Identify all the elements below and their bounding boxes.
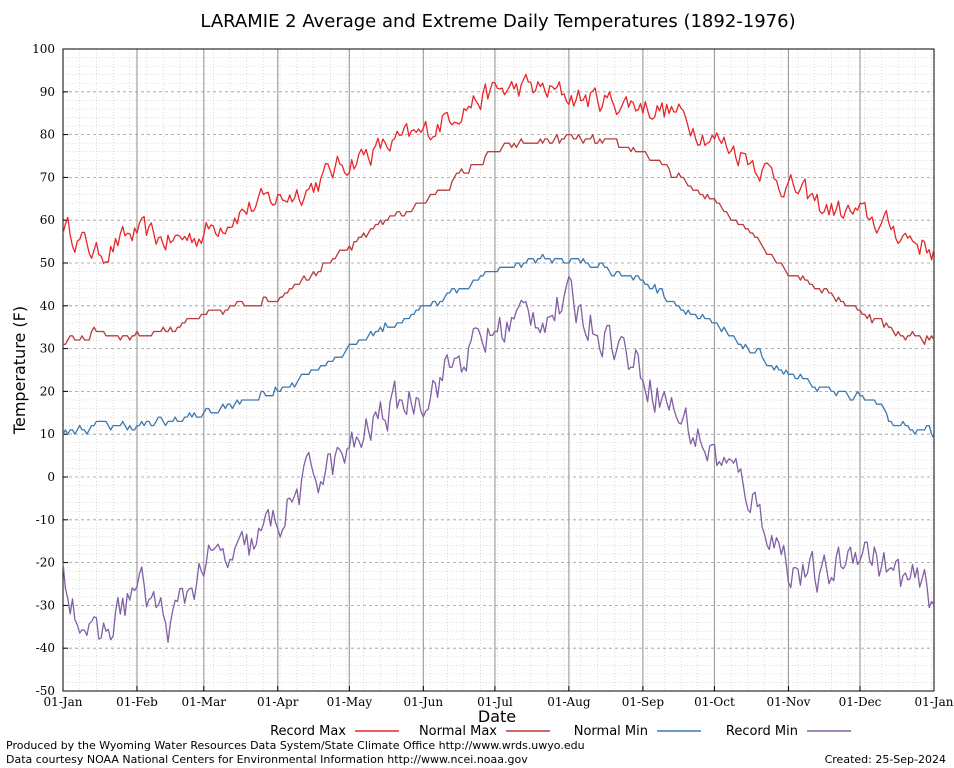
y-tick-label: -40 — [36, 641, 55, 655]
legend: Record Max Normal Max Normal Min Record … — [270, 724, 851, 739]
legend-label-normal-max: Normal Max — [419, 724, 497, 739]
x-axis-label: Date — [478, 707, 516, 726]
y-tick-label: 40 — [40, 299, 55, 313]
x-tick-label: 01-Jan — [43, 695, 82, 709]
series-line-record-max — [62, 73, 935, 265]
legend-label-normal-min: Normal Min — [574, 724, 648, 739]
plot-frame — [62, 48, 935, 692]
series-line-normal-min — [62, 253, 935, 439]
y-tick-label: 20 — [40, 384, 55, 398]
y-tick-label: -10 — [36, 513, 55, 527]
y-tick-label: 30 — [40, 342, 55, 356]
x-tick-label: 01-Apr — [257, 695, 299, 709]
y-tick-label: 90 — [40, 85, 55, 99]
x-tick-label: 01-Jan — [914, 695, 953, 709]
x-tick-label: 01-Jun — [404, 695, 444, 709]
series-line-record-min — [62, 275, 935, 643]
y-tick-label: 60 — [40, 213, 55, 227]
x-tick-label: 01-Aug — [547, 695, 591, 709]
y-tick-label: 80 — [40, 128, 55, 142]
x-tick-label: 01-Sep — [622, 695, 665, 709]
y-axis-label: Temperature (F) — [10, 306, 29, 435]
series-layer — [62, 73, 935, 643]
y-tick-label: 50 — [40, 256, 55, 270]
footer-data-courtesy: Data courtesy NOAA National Centers for … — [6, 753, 528, 766]
y-tick-label: -50 — [36, 684, 55, 698]
x-tick-label: 01-Dec — [839, 695, 882, 709]
chart-title: LARAMIE 2 Average and Extreme Daily Temp… — [200, 11, 795, 32]
legend-label-record-min: Record Min — [726, 724, 798, 739]
y-tick-label: 100 — [32, 42, 55, 56]
series-line-normal-max — [63, 133, 935, 345]
y-tick-label: 10 — [40, 427, 55, 441]
x-tick-label: 01-Feb — [116, 695, 158, 709]
x-axis-ticks: 01-Jan 01-Feb 01-Mar 01-Apr 01-May 01-Jun 01-J… — [43, 686, 954, 709]
legend-label-record-max: Record Max — [270, 724, 346, 739]
footer-produced-by: Produced by the Wyoming Water Resources … — [6, 739, 585, 752]
x-tick-label: 01-Jul — [477, 695, 513, 709]
x-tick-label: 01-Nov — [767, 695, 811, 709]
x-tick-label: 01-Mar — [182, 695, 227, 709]
major-grid — [63, 49, 934, 691]
y-tick-label: -30 — [36, 598, 55, 612]
y-tick-label: -20 — [36, 556, 55, 570]
x-tick-label: 01-Oct — [694, 695, 735, 709]
y-tick-label: 70 — [40, 170, 55, 184]
y-tick-label: 0 — [47, 470, 55, 484]
x-tick-label: 01-May — [327, 695, 373, 709]
minor-grid — [63, 49, 934, 691]
footer-created-date: Created: 25-Sep-2024 — [825, 753, 946, 766]
